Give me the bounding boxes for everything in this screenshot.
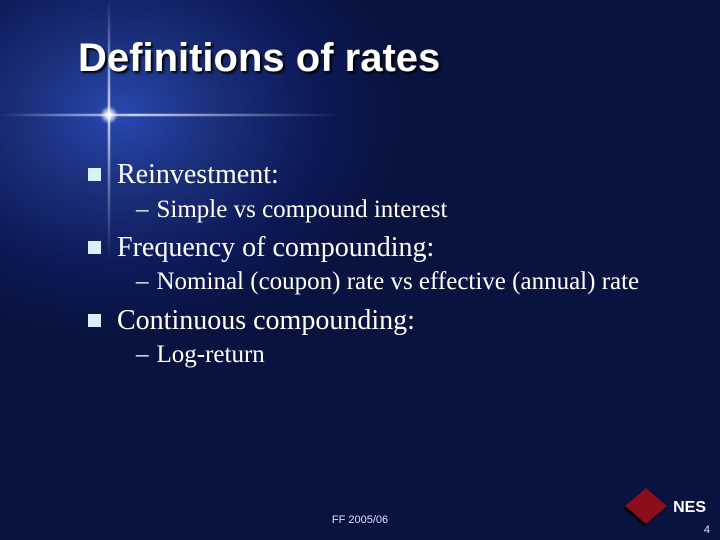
slide-content: Reinvestment: – Simple vs compound inter… <box>88 158 660 377</box>
sub-bullet-item: – Simple vs compound interest <box>136 194 660 225</box>
bullet-item: Continuous compounding: <box>88 304 660 338</box>
dash-icon: – <box>136 339 149 370</box>
sub-bullet-item: – Log-return <box>136 339 660 370</box>
lens-flare-horizontal <box>0 114 340 116</box>
slide: Definitions of rates Reinvestment: – Sim… <box>0 0 720 540</box>
slide-title: Definitions of rates <box>78 36 440 81</box>
bullet-item: Reinvestment: <box>88 158 660 192</box>
bullet-item: Frequency of compounding: <box>88 231 660 265</box>
dash-icon: – <box>136 266 149 297</box>
page-number: 4 <box>704 524 710 536</box>
logo-text: NES <box>673 499 706 517</box>
bullet-text: Reinvestment: <box>117 158 279 192</box>
square-bullet-icon <box>88 314 101 327</box>
bullet-text: Continuous compounding: <box>117 304 415 338</box>
dash-icon: – <box>136 194 149 225</box>
square-bullet-icon <box>88 241 101 254</box>
logo-diamond-icon <box>621 488 667 528</box>
sub-bullet-text: Simple vs compound interest <box>157 194 448 225</box>
sub-bullet-text: Nominal (coupon) rate vs effective (annu… <box>157 266 640 297</box>
nes-logo: NES <box>621 488 706 528</box>
sub-bullet-item: – Nominal (coupon) rate vs effective (an… <box>136 266 660 297</box>
square-bullet-icon <box>88 168 101 181</box>
lens-flare-core <box>100 106 118 124</box>
sub-bullet-text: Log-return <box>157 339 265 370</box>
bullet-text: Frequency of compounding: <box>117 231 434 265</box>
footer-text: FF 2005/06 <box>0 514 720 526</box>
